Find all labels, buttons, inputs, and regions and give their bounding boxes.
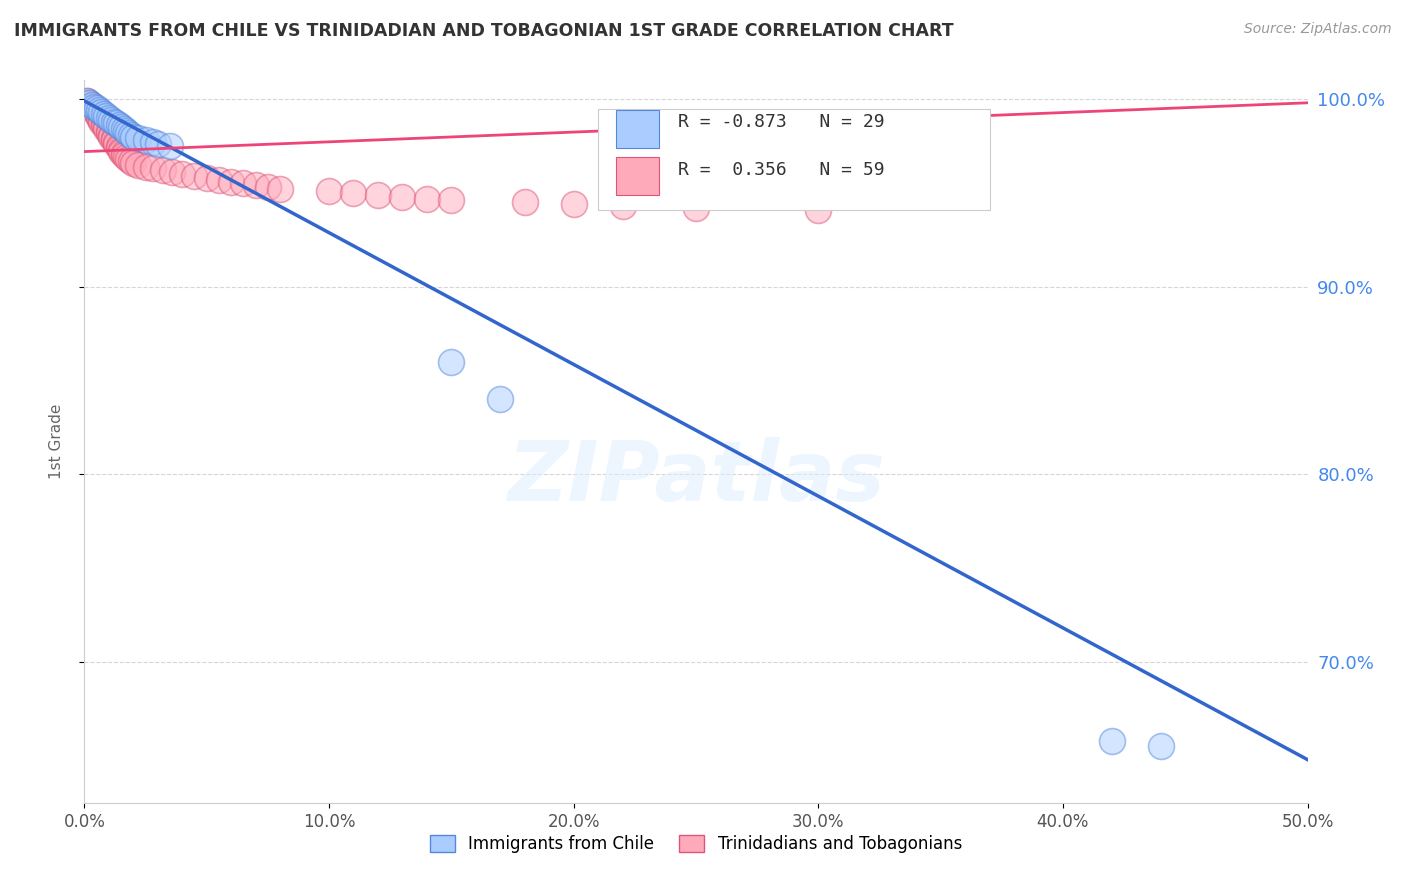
Point — [93, 116, 115, 130]
Point — [152, 163, 174, 178]
Point — [513, 195, 536, 210]
Point — [117, 126, 139, 140]
Point — [342, 186, 364, 200]
Point — [107, 139, 129, 153]
Point — [76, 94, 98, 108]
Point — [87, 111, 110, 125]
Point — [103, 114, 125, 128]
Point — [86, 105, 108, 120]
Point — [80, 99, 103, 113]
Point — [115, 124, 138, 138]
Point — [122, 129, 145, 144]
Point — [105, 137, 128, 152]
Point — [83, 103, 105, 118]
Point — [391, 189, 413, 203]
Point — [93, 107, 115, 121]
Text: Source: ZipAtlas.com: Source: ZipAtlas.com — [1244, 22, 1392, 37]
Point — [135, 160, 157, 174]
Point — [232, 177, 254, 191]
Point — [208, 173, 231, 187]
Point — [100, 128, 122, 142]
Point — [100, 129, 122, 144]
Y-axis label: 1st Grade: 1st Grade — [49, 404, 63, 479]
Point — [685, 201, 707, 215]
Point — [90, 112, 112, 127]
Point — [112, 146, 135, 161]
Point — [219, 175, 242, 189]
Point — [100, 112, 122, 127]
Point — [367, 187, 389, 202]
Point — [97, 111, 120, 125]
Point — [110, 145, 132, 159]
Point — [135, 133, 157, 147]
Point — [195, 170, 218, 185]
Point — [80, 97, 103, 112]
Bar — [616, 157, 659, 195]
Point — [90, 114, 112, 128]
Point — [112, 122, 135, 136]
Point — [76, 94, 98, 108]
Point — [83, 102, 105, 116]
Point — [87, 109, 110, 123]
Point — [416, 192, 439, 206]
Point — [107, 141, 129, 155]
Point — [110, 120, 132, 135]
Bar — [616, 110, 659, 147]
Text: IMMIGRANTS FROM CHILE VS TRINIDADIAN AND TOBAGONIAN 1ST GRADE CORRELATION CHART: IMMIGRANTS FROM CHILE VS TRINIDADIAN AND… — [14, 22, 953, 40]
Point — [127, 158, 149, 172]
Legend: Immigrants from Chile, Trinidadians and Tobagonians: Immigrants from Chile, Trinidadians and … — [423, 828, 969, 860]
Point — [245, 178, 267, 193]
Point — [122, 156, 145, 170]
Point — [77, 95, 100, 110]
Point — [440, 355, 463, 369]
Point — [257, 180, 280, 194]
Point — [87, 103, 110, 118]
Point — [96, 122, 118, 136]
Point — [97, 124, 120, 138]
Point — [117, 152, 139, 166]
Point — [105, 116, 128, 130]
Point — [612, 199, 634, 213]
Point — [159, 139, 181, 153]
Point — [77, 95, 100, 110]
Point — [440, 194, 463, 208]
Point — [489, 392, 512, 407]
Text: R = -0.873   N = 29: R = -0.873 N = 29 — [678, 113, 884, 131]
Point — [183, 169, 205, 183]
Point — [103, 131, 125, 145]
Point — [269, 182, 291, 196]
Point — [146, 137, 169, 152]
Point — [142, 135, 165, 149]
Point — [96, 109, 118, 123]
Point — [103, 133, 125, 147]
Point — [172, 167, 194, 181]
Point — [807, 202, 830, 217]
Point — [1101, 734, 1123, 748]
Point — [90, 105, 112, 120]
Point — [97, 126, 120, 140]
Point — [115, 150, 138, 164]
Point — [142, 161, 165, 176]
Point — [562, 197, 585, 211]
Point — [86, 107, 108, 121]
Point — [127, 131, 149, 145]
Point — [120, 153, 142, 168]
Text: R =  0.356   N = 59: R = 0.356 N = 59 — [678, 161, 884, 179]
Point — [318, 184, 340, 198]
FancyBboxPatch shape — [598, 109, 990, 211]
Point — [1150, 739, 1173, 754]
Point — [93, 118, 115, 132]
Point — [83, 99, 105, 113]
Point — [107, 118, 129, 132]
Point — [162, 165, 184, 179]
Point — [112, 148, 135, 162]
Point — [86, 102, 108, 116]
Text: ZIPatlas: ZIPatlas — [508, 437, 884, 518]
Point — [105, 135, 128, 149]
Point — [110, 143, 132, 157]
Point — [120, 128, 142, 142]
Point — [96, 120, 118, 135]
Point — [80, 97, 103, 112]
